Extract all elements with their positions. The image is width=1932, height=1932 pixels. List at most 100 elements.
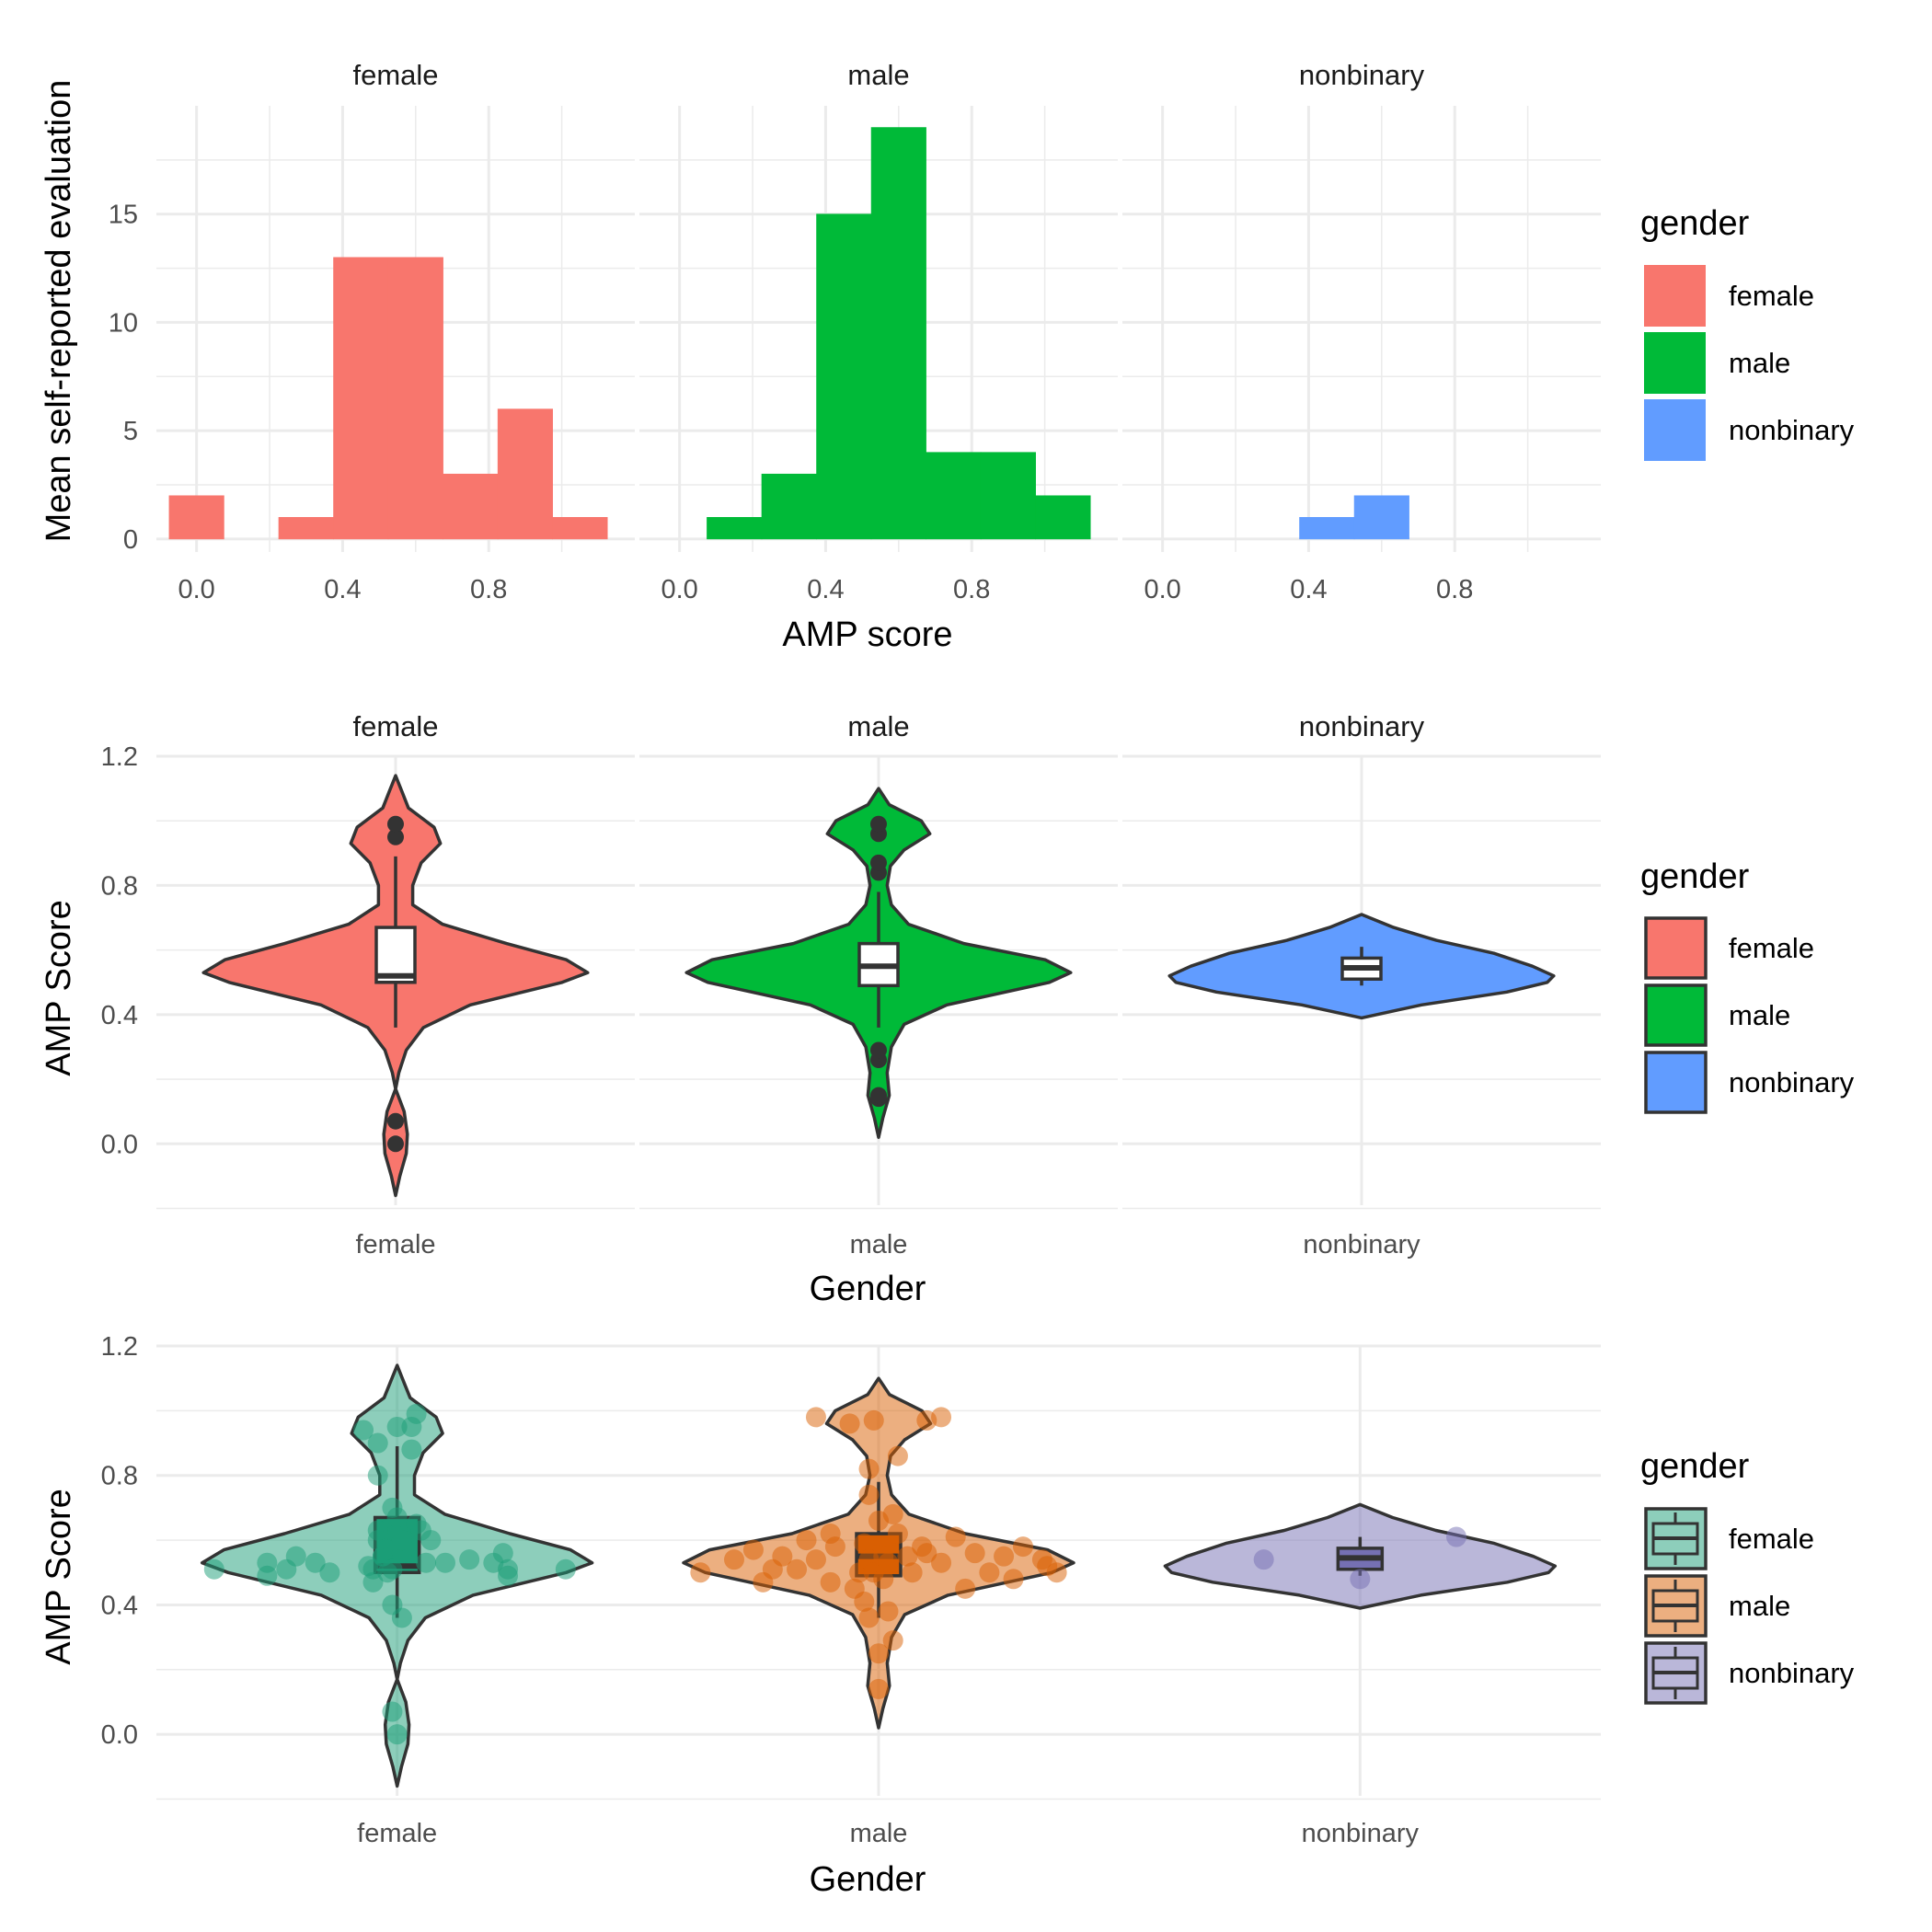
jitter-point-male [916,1543,937,1564]
hist-bar-male [707,517,763,540]
jitter-y-tick-label: 1.2 [101,1332,138,1362]
outlier-point-female [387,828,404,845]
hist-bar-female [443,473,499,540]
jitter-point-male [887,1445,908,1466]
violin-y-tick-label: 0.8 [101,871,138,901]
jitter-point-male [824,1536,845,1558]
violin-y-tick-label: 0.0 [101,1130,138,1159]
jitter-point-male [931,1552,952,1573]
jitter-y-tick-label: 0.8 [101,1462,138,1491]
jitter-point-male [805,1549,826,1570]
histogram-panel: female 0.0 0.4 0.8 0 5 10 15 male 0.0 0.4 0.8 nonbin… [109,59,1855,604]
hist-bar-male [761,473,817,540]
jitter-point-female [459,1549,480,1570]
jitter-point-male [863,1409,884,1431]
violin-x-tick-label: male [850,1230,908,1259]
hist-x-tick-label: 0.8 [953,575,990,604]
jitter-point-male [1003,1569,1024,1590]
jitter-point-male [772,1546,793,1567]
legend-label-male: male [1729,1590,1790,1622]
hist-strip-label-female: female [352,59,438,91]
jitter-point-male [854,1591,875,1612]
jitter-point-female [367,1520,388,1541]
hist-bar-female [168,495,224,540]
hist-y-tick-label: 5 [123,417,138,446]
legend-label-nonbinary: nonbinary [1729,1657,1855,1689]
hist-y-tick-label: 15 [109,201,138,230]
jitter-point-female [406,1403,427,1424]
jitter-point-male [839,1413,860,1434]
hist-x-tick-label: 0.0 [178,575,215,604]
legend-key-nonbinary [1644,1051,1708,1114]
jitter-point-female [386,1507,408,1528]
outlier-point-female [387,1112,404,1130]
jitter-point-male [979,1562,1000,1583]
hist-x-tick-label: 0.4 [807,575,844,604]
jitter-point-female [386,1416,408,1437]
legend-label-nonbinary: nonbinary [1729,1066,1855,1098]
violin-y-axis-title: AMP Score [40,900,78,1075]
outlier-point-female [387,815,404,833]
legend-key-male [1644,332,1706,394]
jitter-point-male [1013,1536,1033,1558]
jitter-point-male [873,1569,894,1590]
jitter-x-tick-label: female [357,1819,437,1848]
violin-x-tick-label: female [355,1230,435,1259]
jitter-point-male [690,1562,711,1583]
jitter-point-male [854,1533,875,1554]
outlier-point-male [870,1041,887,1059]
jitter-point-male [858,1484,880,1505]
violin-strip-label-female: female [352,710,438,742]
legend-key-male [1644,983,1708,1047]
jitter-point-male [868,1643,889,1664]
jitter-y-tick-label: 0.0 [101,1720,138,1750]
hist-bar-male [816,213,872,540]
violin-x-axis-title: Gender [810,1270,926,1308]
jitter-violin-panel: female male nonbinary 0.0 0.4 0.8 1.2 female mal… [101,1332,1855,1848]
jitter-point-male [805,1407,826,1428]
jitter-point-female [401,1439,422,1460]
violin-strip-label-nonbinary: nonbinary [1299,710,1425,742]
jitter-point-male [945,1526,966,1547]
jitter-x-tick-label: nonbinary [1302,1819,1420,1848]
jitter-point-nonbinary [1350,1569,1371,1590]
violin-legend-title: gender [1640,857,1750,896]
jitter-point-nonbinary [1253,1549,1274,1570]
hist-y-axis-title: Mean self-reported evaluation [40,80,78,543]
jitter-point-male [882,1630,903,1651]
legend-label-female: female [1729,1523,1814,1555]
legend-key-female [1644,265,1706,327]
hist-legend-title: gender [1640,204,1750,243]
jitter-x-tick-label: male [850,1819,908,1848]
jitter-point-female [382,1558,403,1580]
legend-label-female: female [1729,932,1814,964]
jitter-point-female [285,1546,306,1567]
legend-label-nonbinary: nonbinary [1729,414,1855,446]
jitter-point-female [492,1543,513,1564]
jitter-point-male [858,1458,880,1479]
hist-strip-label-nonbinary: nonbinary [1299,59,1425,91]
hist-bar-female [552,517,608,540]
legend-key-female [1644,916,1708,980]
hist-x-tick-label: 0.0 [1144,575,1181,604]
hist-x-tick-label: 0.0 [661,575,698,604]
jitter-point-female [420,1530,442,1551]
hist-x-axis-title: AMP score [782,615,952,654]
outlier-point-male [870,815,887,833]
jitter-y-tick-label: 0.4 [101,1591,138,1620]
jitter-point-male [868,1678,889,1699]
outlier-point-female [387,1135,404,1153]
hist-bar-male [926,452,982,540]
hist-strip-label-male: male [847,59,909,91]
hist-y-tick-label: 0 [123,525,138,555]
jitter-point-male [787,1558,808,1580]
jitter-legend-title: gender [1640,1447,1750,1486]
jitter-point-male [724,1549,744,1570]
jitter-point-male [955,1578,976,1599]
legend-key-nonbinary [1644,399,1706,461]
hist-x-tick-label: 0.4 [324,575,361,604]
hist-x-tick-label: 0.8 [1436,575,1473,604]
jitter-point-female [416,1552,437,1573]
jitter-point-male [878,1601,899,1622]
jitter-point-female [353,1420,374,1441]
